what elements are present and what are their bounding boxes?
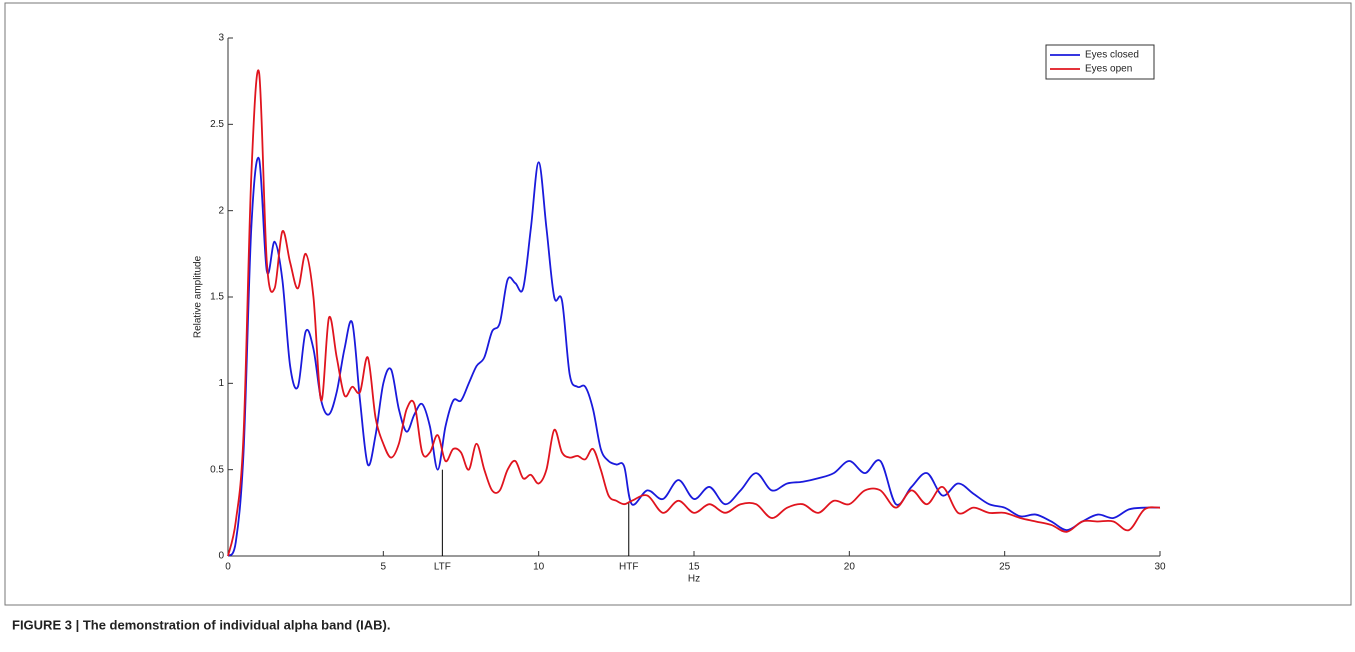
- legend-label: Eyes open: [1085, 64, 1132, 75]
- y-tick-label: 2.5: [210, 119, 224, 130]
- y-tick-label: 2: [218, 205, 224, 216]
- x-tick-label: 25: [999, 562, 1011, 573]
- legend-box: [1045, 44, 1155, 80]
- figure-frame: [4, 2, 1352, 606]
- x-axis-label: Hz: [688, 574, 700, 585]
- data-line: [227, 156, 1161, 557]
- data-line: [227, 69, 1161, 557]
- x-tick-label: 15: [688, 562, 700, 573]
- annotation-label: LTF: [434, 562, 451, 573]
- x-tick-label: 5: [381, 562, 387, 573]
- y-tick-label: 1.5: [210, 292, 224, 303]
- x-tick-label: 30: [1154, 562, 1166, 573]
- legend-label: Eyes closed: [1085, 50, 1139, 61]
- caption: FIGURE 3 | The demonstration of individu…: [12, 617, 391, 632]
- x-tick-label: 0: [225, 562, 231, 573]
- x-tick-label: 10: [533, 562, 545, 573]
- annotation-label: HTF: [619, 562, 638, 573]
- y-axis-label: Relative amplitude: [193, 255, 204, 338]
- x-tick-label: 20: [844, 562, 856, 573]
- y-tick-label: 0: [218, 551, 224, 562]
- y-tick-label: 0.5: [210, 464, 224, 475]
- y-tick-label: 1: [218, 378, 224, 389]
- y-tick-label: 3: [218, 33, 224, 44]
